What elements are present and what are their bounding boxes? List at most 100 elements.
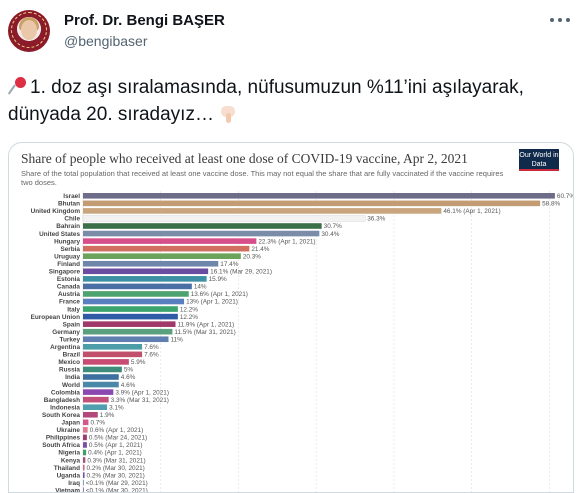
category-label-uruguay: Uruguay: [54, 253, 80, 260]
bar-mexico[interactable]: [83, 359, 129, 365]
value-label-world: 4.6%: [121, 382, 136, 389]
value-label-colombia: 3.9% (Apr 1, 2021): [115, 389, 169, 396]
value-label-indonesia: 3.1%: [109, 404, 124, 411]
bar-austria[interactable]: [83, 291, 189, 297]
category-label-israel: Israel: [63, 193, 80, 200]
bar-european-union[interactable]: [83, 313, 178, 320]
category-label-india: India: [65, 374, 80, 381]
bar-serbia[interactable]: [83, 245, 250, 252]
category-label-brazil: Brazil: [63, 352, 81, 359]
category-label-austria: Austria: [58, 291, 80, 298]
category-label-estonia: Estonia: [57, 276, 81, 283]
category-label-kenya: Kenya: [61, 457, 81, 464]
value-label-bahrain: 30.7%: [324, 223, 342, 230]
bar-japan[interactable]: [83, 419, 89, 426]
bar-russia[interactable]: [83, 366, 122, 373]
bar-vietnam[interactable]: [83, 487, 84, 493]
bar-kenya[interactable]: [83, 457, 86, 463]
category-label-bangladesh: Bangladesh: [44, 397, 80, 404]
avatar-face: [21, 20, 37, 40]
bar-brazil[interactable]: [83, 351, 143, 358]
category-label-united-states: United States: [39, 231, 80, 238]
bar-bangladesh[interactable]: [83, 396, 109, 403]
avatar-ring: [11, 12, 47, 48]
category-label-nigeria: Nigeria: [58, 450, 80, 457]
bar-nigeria[interactable]: [83, 449, 87, 456]
bar-indonesia[interactable]: [83, 404, 108, 410]
chart-subtitle: Share of the total population that recei…: [21, 169, 504, 187]
value-label-russia: 5%: [124, 367, 134, 374]
category-label-iraq: Iraq: [68, 480, 80, 487]
bar-hungary[interactable]: [83, 238, 257, 244]
bar-iraq[interactable]: [83, 479, 84, 486]
category-label-serbia: Serbia: [60, 246, 80, 253]
value-label-bangladesh: 3.3% (Mar 31, 2021): [111, 397, 169, 404]
tweet-body: 1. doz aşı sıralamasında, nüfusumuzun %1…: [8, 77, 524, 125]
bar-chart: Israel 60.7% (Apr 1, 2021) Bhutan 58.8% Unit…: [31, 191, 573, 493]
category-label-finland: Finland: [57, 261, 80, 268]
value-label-uruguay: 20.3%: [243, 253, 261, 260]
display-name[interactable]: Prof. Dr. Bengi BAŞER: [64, 12, 225, 29]
category-label-thailand: Thailand: [54, 465, 80, 472]
bar-israel[interactable]: [83, 193, 555, 199]
category-label-european-union: European Union: [31, 314, 80, 321]
value-label-turkey: 11%: [171, 336, 184, 343]
bar-finland[interactable]: [83, 260, 219, 267]
bar-united-kingdom[interactable]: [83, 208, 442, 214]
value-label-italy: 12.2%: [180, 306, 198, 313]
more-icon[interactable]: [548, 12, 572, 28]
category-label-south-korea: South Korea: [42, 412, 80, 419]
bar-singapore[interactable]: [83, 268, 209, 275]
category-label-mexico: Mexico: [58, 359, 80, 366]
category-label-canada: Canada: [57, 284, 81, 291]
value-label-india: 4.6%: [121, 374, 136, 381]
value-label-chile: 36.3%: [367, 216, 385, 223]
category-label-uganda: Uganda: [57, 472, 81, 479]
bar-south-africa[interactable]: [83, 442, 87, 448]
value-label-hungary: 22.3% (Apr 1, 2021): [258, 238, 315, 245]
bar-colombia[interactable]: [83, 389, 114, 395]
bar-ukraine[interactable]: [83, 427, 88, 433]
bar-canada[interactable]: [83, 283, 192, 290]
bar-chile[interactable]: [82, 215, 366, 222]
value-label-vietnam: <0.1% (Mar 30, 2021): [86, 487, 148, 493]
value-label-uganda: 0.2% (Mar 30, 2021): [87, 472, 145, 479]
value-label-united-kingdom: 46.1% (Apr 1, 2021): [443, 208, 500, 215]
tweet-media-image[interactable]: Share of people who received at least on…: [8, 142, 574, 493]
bar-thailand[interactable]: [83, 464, 85, 471]
bar-india[interactable]: [83, 374, 119, 380]
bar-italy[interactable]: [83, 306, 178, 312]
bar-philippines[interactable]: [83, 434, 87, 441]
value-label-france: 13% (Apr 1, 2021): [186, 299, 238, 306]
pushpin-icon: [7, 76, 28, 96]
value-label-spain: 11.9% (Apr 1, 2021): [178, 321, 235, 328]
value-label-iraq: <0.1% (Mar 29, 2021): [86, 480, 148, 487]
bar-spain[interactable]: [83, 321, 176, 327]
value-label-germany: 11.5% (Mar 31, 2021): [174, 329, 235, 336]
value-label-singapore: 16.1% (Mar 29, 2021): [210, 269, 272, 276]
bar-germany[interactable]: [83, 328, 173, 335]
avatar[interactable]: [8, 10, 50, 52]
bar-united-states[interactable]: [83, 230, 320, 237]
category-label-philippines: Philippines: [46, 435, 81, 442]
category-label-vietnam: Vietnam: [55, 487, 80, 493]
category-label-south-africa: South Africa: [42, 442, 80, 449]
bar-south-korea[interactable]: [83, 411, 98, 418]
bar-bhutan[interactable]: [83, 200, 541, 207]
category-label-indonesia: Indonesia: [50, 404, 80, 411]
bar-uganda[interactable]: [83, 472, 85, 478]
value-label-finland: 17.4%: [220, 261, 238, 268]
bar-world[interactable]: [83, 381, 119, 388]
user-handle[interactable]: @bengibaser: [64, 33, 148, 49]
bar-uruguay[interactable]: [83, 253, 241, 259]
value-label-south-africa: 0.5% (Apr 1, 2021): [89, 442, 143, 449]
bar-bahrain[interactable]: [83, 223, 322, 229]
bar-argentina[interactable]: [83, 344, 143, 350]
category-label-spain: Spain: [63, 321, 80, 328]
bar-france[interactable]: [83, 298, 185, 305]
bar-estonia[interactable]: [83, 276, 207, 282]
value-label-thailand: 0.2% (Mar 30, 2021): [87, 465, 145, 472]
value-label-brazil: 7.6%: [144, 352, 159, 359]
bar-turkey[interactable]: [83, 336, 169, 343]
category-label-singapore: Singapore: [49, 269, 81, 276]
